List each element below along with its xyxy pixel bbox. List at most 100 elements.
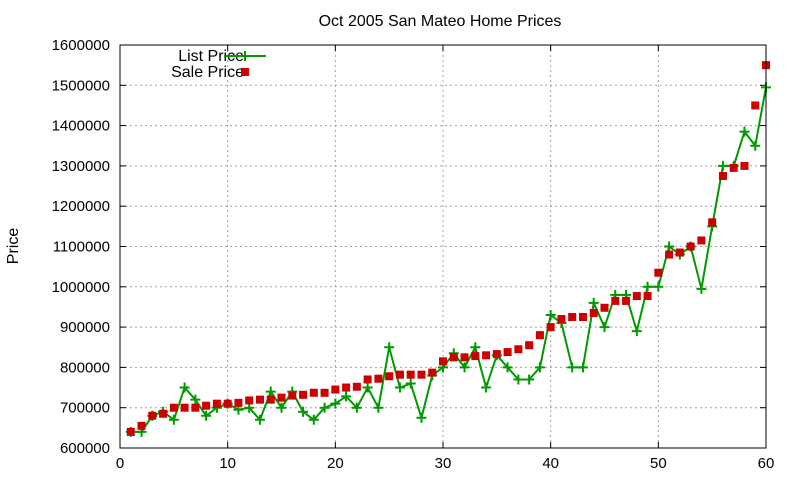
y-tick-label: 900000 [60,319,110,336]
sale-price-point [309,388,318,397]
list-price-point [416,412,427,423]
list-price-point [373,402,384,413]
list-price-point [653,281,664,292]
list-price-point [545,310,556,321]
list-price-point [717,160,728,171]
sale-price-point [578,313,587,322]
list-price-point [351,402,362,413]
sale-price-point [449,353,458,362]
list-price-point [384,342,395,353]
list-price-line [130,87,767,433]
sale-price-point [460,353,469,362]
sale-price-point [245,396,254,405]
x-tick-label: 50 [650,455,667,472]
legend-marker-sale-price [241,68,249,76]
list-price-point [254,414,265,425]
sale-price-point [622,296,631,305]
list-price-point [341,391,352,402]
y-tick-label: 1000000 [52,279,110,296]
list-price-point [696,283,707,294]
list-price-point [298,406,309,417]
x-tick-label: 0 [116,455,124,472]
x-tick-label: 60 [758,455,775,472]
legend: List Price Sale Price [171,48,266,81]
sale-price-point [277,393,286,402]
sale-price-point [729,163,738,172]
sale-price-point [643,292,652,301]
y-tick-label: 1600000 [52,37,110,54]
sale-price-point [288,391,297,400]
series [125,61,771,437]
list-price-point [502,362,513,373]
sale-price-point [428,368,437,377]
sale-price-point [686,242,695,251]
sale-price-point [557,315,566,324]
list-price-point [190,394,201,405]
list-price-point [276,402,287,413]
sale-price-point [708,218,717,227]
list-price-point [470,342,481,353]
y-tick-label: 1300000 [52,158,110,175]
sale-price-point [751,101,760,110]
list-price-point [168,414,179,425]
sale-price-point [374,374,383,383]
list-price-point [750,140,761,151]
list-price-point [599,322,610,333]
sale-price-point [439,357,447,366]
sale-price-point [589,308,598,317]
legend-marker-list-price [240,51,250,61]
sale-price-point [546,323,555,332]
sale-price-point [514,345,523,354]
list-price-point [631,326,642,337]
sale-price-point [137,421,146,430]
sale-price-point [471,352,480,361]
sale-price-point [697,236,706,245]
list-price-point [308,414,319,425]
sale-price-point [126,427,135,436]
list-price-point [362,382,373,393]
x-tick-label: 40 [542,455,559,472]
list-price-point [588,297,599,308]
sale-price-point [234,398,243,407]
sale-price-point [417,370,426,379]
x-tick-label: 20 [327,455,344,472]
sale-price-point [675,248,684,257]
ticks: 0 10 20 30 40 50 60 600000 700000 800000 900000 100… [52,37,775,472]
sale-price-point [740,161,749,170]
sale-price-point [320,388,329,397]
sale-price-point [159,409,168,418]
sale-price-point [169,403,178,412]
sale-price-point [363,375,372,384]
sale-price-point [191,403,200,412]
sale-price-point [654,268,663,277]
y-tick-label: 1100000 [53,239,110,256]
x-tick-label: 10 [219,455,236,472]
list-price-point [405,378,416,389]
list-price-point [319,402,330,413]
sale-price-point [406,370,415,379]
sale-price-point [600,303,609,312]
sale-price-point [180,403,189,412]
list-price-point [330,398,341,409]
list-price-point [179,382,190,393]
sale-price-point [385,372,394,381]
list-price-point [459,362,470,373]
sale-price-point [568,313,577,322]
y-axis-label: Price [5,228,22,265]
y-tick-label: 700000 [60,400,110,417]
sale-price-point [342,383,351,392]
sale-price-point [299,390,308,399]
list-price-point [481,382,492,393]
y-tick-label: 600000 [60,440,110,457]
sale-price-point [352,382,361,391]
list-price-point [534,362,545,373]
sale-price-point [611,296,620,305]
list-price-point [567,362,578,373]
sale-price-point [525,341,534,350]
list-price-point [265,386,276,397]
sale-price-point [535,331,544,340]
sale-price-point [255,395,264,404]
sale-price-point [266,395,275,404]
sale-price-point [503,348,512,357]
list-price-point [739,126,750,137]
